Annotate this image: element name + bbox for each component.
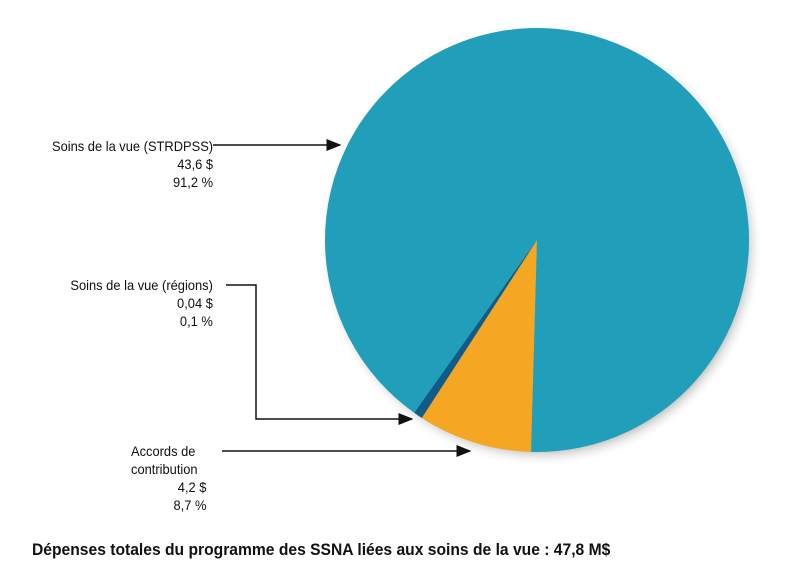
slice-label-value: 0,04 $ [177,295,213,311]
label-strdpss: Soins de la vue (STRDPSS) 43,6 $ 91,2 % [52,137,213,191]
pie-slice [324,28,749,453]
pie-slice [414,240,537,418]
slice-label-name: Soins de la vue (régions) [70,277,213,293]
slice-label-percent: 0,1 % [180,313,213,329]
slice-label-percent: 91,2 % [172,174,213,190]
slice-label-value: 4,2 $ [177,479,207,495]
label-regions: Soins de la vue (régions) 0,04 $ 0,1 % [71,276,213,330]
slice-label-percent: 8,7 % [173,497,207,513]
chart-title: Dépenses totales du programme des SSNA l… [32,540,611,559]
slice-label-name-2: contribution [131,461,198,477]
slice-label-name: Accords de [131,443,196,459]
arrow-regions [226,284,414,425]
slice-label-name: Soins de la vue (STRDPSS) [51,138,213,154]
label-contrib: Accords de contribution 4,2 $ 8,7 % [131,442,206,514]
slice-label-value: 43,6 $ [177,156,213,172]
pie-slice [421,240,537,452]
